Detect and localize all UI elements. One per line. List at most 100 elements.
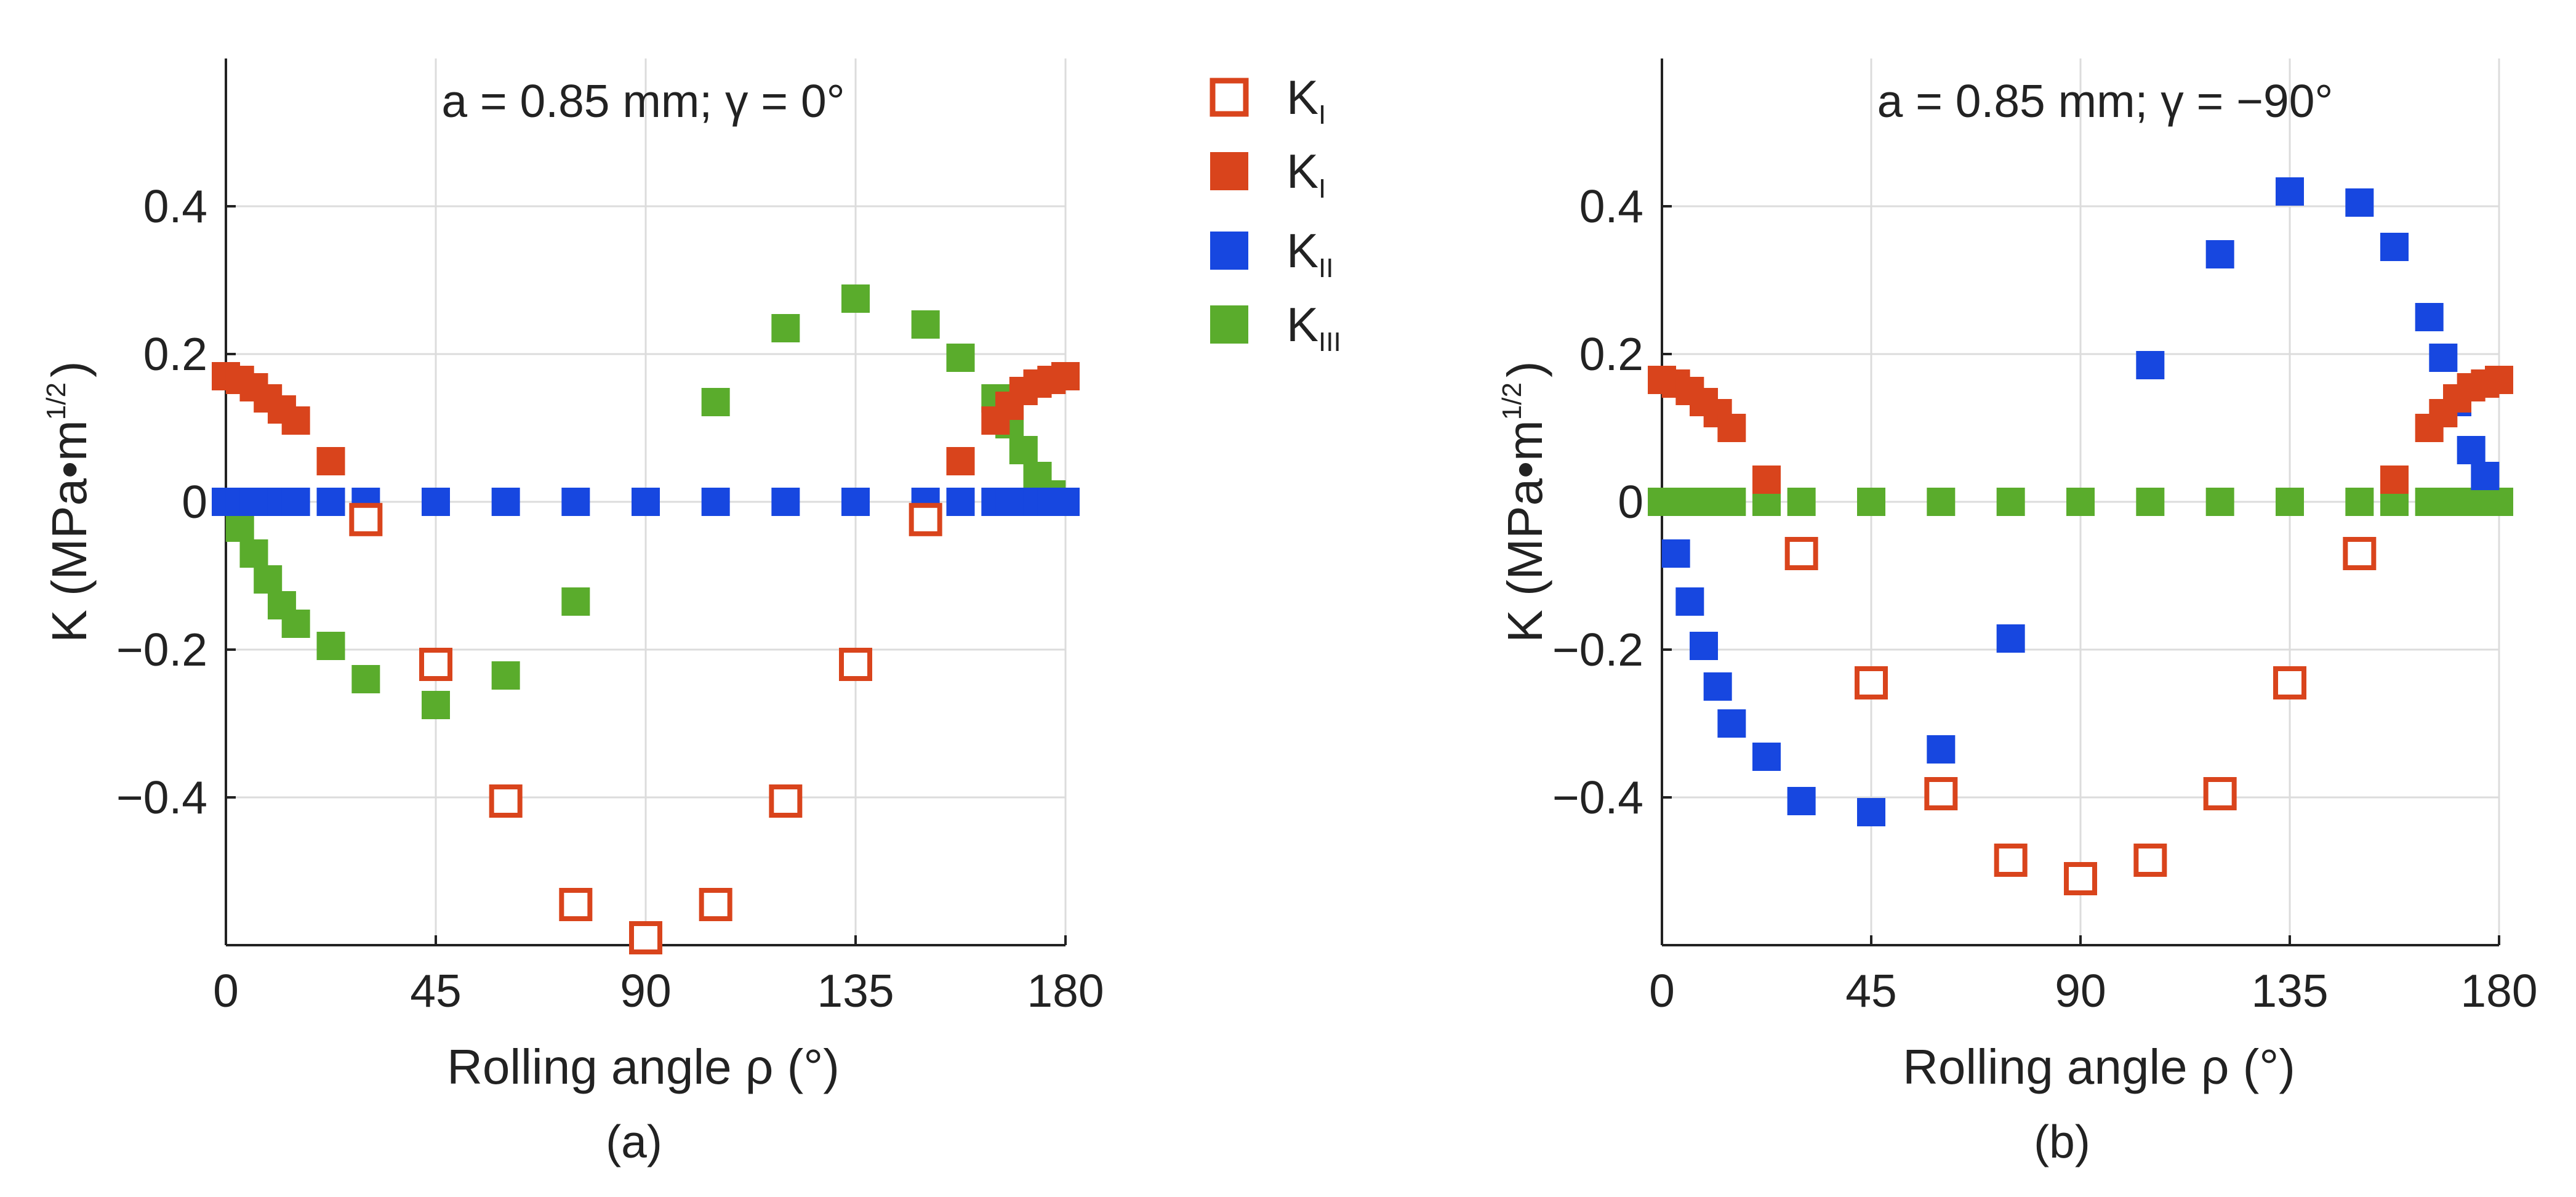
y-tick-label-a-0: −0.4 bbox=[116, 772, 207, 823]
point-b-kii-19 bbox=[2471, 462, 2500, 490]
point-b-ki-filled-5 bbox=[1717, 414, 1746, 442]
legend-entry-kiii: KIII bbox=[1210, 297, 1341, 357]
legend-marker-ki-open bbox=[1210, 78, 1249, 117]
point-a-kiii-10 bbox=[561, 587, 590, 616]
point-b-kii-12 bbox=[2276, 177, 2304, 206]
x-tick-label-b-1: 45 bbox=[1845, 965, 1896, 1017]
x-tick-label-b-2: 90 bbox=[2055, 965, 2106, 1017]
point-b-kiii-22 bbox=[2485, 488, 2513, 516]
x-tick-label-a-1: 45 bbox=[410, 965, 461, 1017]
point-b-kiii-15 bbox=[2345, 488, 2374, 516]
point-a-kii-14 bbox=[841, 488, 870, 516]
point-a-kiii-14 bbox=[841, 284, 870, 313]
point-b-kiii-14 bbox=[2276, 488, 2304, 516]
point-a-kiii-13 bbox=[771, 314, 800, 342]
point-b-kii-0 bbox=[1661, 539, 1690, 568]
point-a-kiii-1 bbox=[225, 514, 254, 542]
y-tick-label-b-2: 0 bbox=[1618, 476, 1643, 528]
x-tick-label-a-0: 0 bbox=[213, 965, 239, 1017]
point-b-kii-2 bbox=[1690, 632, 1718, 660]
x-tick-label-a-3: 135 bbox=[817, 965, 894, 1017]
point-b-kii-3 bbox=[1703, 672, 1732, 701]
point-b-ki-filled-6 bbox=[1752, 465, 1781, 494]
panel-label-a: (a) bbox=[606, 1116, 662, 1167]
point-a-ki-open-4 bbox=[629, 921, 662, 954]
legend-entry-ki-open: KI bbox=[1210, 70, 1326, 130]
point-b-ki-open-6 bbox=[2203, 777, 2237, 810]
panel-title-b: a = 0.85 mm; γ = −90° bbox=[1877, 75, 2333, 127]
tick-labels-a: 0 45 90 135 180 −0.4 −0.2 0 0.2 0.4 bbox=[116, 180, 1104, 1017]
x-tick-label-a-4: 180 bbox=[1027, 965, 1104, 1017]
legend-marker-kii bbox=[1210, 232, 1248, 270]
panel-a: 0 45 90 135 180 −0.4 −0.2 0 0.2 0.4 a = 0.85 mm; … bbox=[41, 58, 1104, 1167]
data-marks-a bbox=[212, 284, 1080, 954]
point-a-kii-11 bbox=[632, 488, 660, 516]
point-b-kii-1 bbox=[1675, 587, 1704, 616]
y-axis-label-b: K (MPa•m1/2) bbox=[1497, 361, 1552, 642]
legend-label-ki-open: KI bbox=[1286, 70, 1326, 130]
y-tick-label-b-3: 0.2 bbox=[1579, 328, 1643, 380]
point-a-kii-13 bbox=[771, 488, 800, 516]
y-tick-label-b-1: −0.2 bbox=[1552, 624, 1643, 675]
point-a-ki-filled-13 bbox=[1051, 362, 1080, 390]
x-tick-label-b-4: 180 bbox=[2460, 965, 2537, 1017]
point-a-ki-open-7 bbox=[839, 648, 872, 681]
point-a-kiii-16 bbox=[946, 344, 975, 372]
legend-marker-kiii bbox=[1210, 305, 1248, 344]
point-a-kii-5 bbox=[281, 488, 310, 516]
point-b-ki-open-3 bbox=[1994, 844, 2028, 877]
point-a-kiii-2 bbox=[239, 539, 268, 568]
point-a-kii-8 bbox=[422, 488, 450, 516]
panel-label-b: (b) bbox=[2034, 1116, 2090, 1167]
y-axis-label-close-b: ) bbox=[1498, 361, 1552, 377]
point-a-kiii-3 bbox=[254, 565, 283, 594]
y-axis-label-exp-b: 1/2 bbox=[1497, 382, 1527, 420]
x-axis-label-b: Rolling angle ρ (°) bbox=[1903, 1039, 2295, 1094]
point-a-kii-6 bbox=[316, 488, 345, 516]
legend-label-kii: KII bbox=[1286, 224, 1333, 283]
point-a-ki-filled-5 bbox=[281, 406, 310, 435]
point-b-kii-16 bbox=[2429, 344, 2458, 372]
point-a-kiii-12 bbox=[701, 388, 730, 416]
point-b-kii-7 bbox=[1857, 798, 1885, 826]
point-a-kiii-8 bbox=[422, 691, 450, 719]
point-b-kiii-13 bbox=[2205, 488, 2234, 516]
point-a-kiii-7 bbox=[351, 665, 380, 693]
y-axis-label-main-b: K (MPa•m bbox=[1498, 420, 1552, 642]
point-b-kii-13 bbox=[2345, 188, 2374, 217]
point-b-ki-open-4 bbox=[2064, 862, 2097, 895]
point-a-kiii-19 bbox=[1009, 436, 1038, 464]
panel-title-a: a = 0.85 mm; γ = 0° bbox=[441, 75, 845, 127]
point-a-kii-16 bbox=[946, 488, 975, 516]
point-b-kii-8 bbox=[1927, 735, 1956, 764]
data-marks-b bbox=[1648, 177, 2513, 895]
point-a-ki-open-5 bbox=[699, 888, 732, 921]
point-a-ki-open-6 bbox=[769, 784, 803, 818]
point-b-kiii-10 bbox=[1996, 488, 2025, 516]
point-b-ki-open-8 bbox=[2343, 537, 2377, 570]
y-tick-label-b-0: −0.4 bbox=[1552, 772, 1643, 823]
point-b-kii-5 bbox=[1752, 743, 1781, 771]
x-tick-label-b-3: 135 bbox=[2251, 965, 2328, 1017]
point-b-ki-open-2 bbox=[1924, 777, 1958, 810]
point-b-kiii-5 bbox=[1717, 488, 1746, 516]
legend-entry-ki-filled: KI bbox=[1210, 144, 1326, 204]
point-b-ki-filled-13 bbox=[2485, 366, 2513, 394]
y-tick-label-a-2: 0 bbox=[182, 476, 207, 528]
point-a-ki-filled-7 bbox=[946, 447, 975, 475]
tick-labels-b: 0 45 90 135 180 −0.4 −0.2 0 0.2 0.4 bbox=[1552, 180, 2538, 1017]
y-tick-label-a-4: 0.4 bbox=[143, 180, 207, 232]
point-a-kii-10 bbox=[561, 488, 590, 516]
y-axis-label-exp-a: 1/2 bbox=[41, 382, 71, 420]
point-b-ki-open-7 bbox=[2273, 666, 2306, 699]
point-b-kii-6 bbox=[1787, 787, 1816, 815]
point-b-ki-open-1 bbox=[1855, 666, 1888, 699]
point-b-ki-open-5 bbox=[2133, 844, 2167, 877]
point-a-kiii-15 bbox=[911, 310, 940, 339]
y-tick-label-b-4: 0.4 bbox=[1579, 180, 1643, 232]
point-a-kiii-6 bbox=[316, 632, 345, 660]
legend-label-kiii: KIII bbox=[1286, 297, 1341, 357]
point-a-kiii-5 bbox=[281, 610, 310, 638]
y-axis-label-close-a: ) bbox=[42, 361, 97, 377]
